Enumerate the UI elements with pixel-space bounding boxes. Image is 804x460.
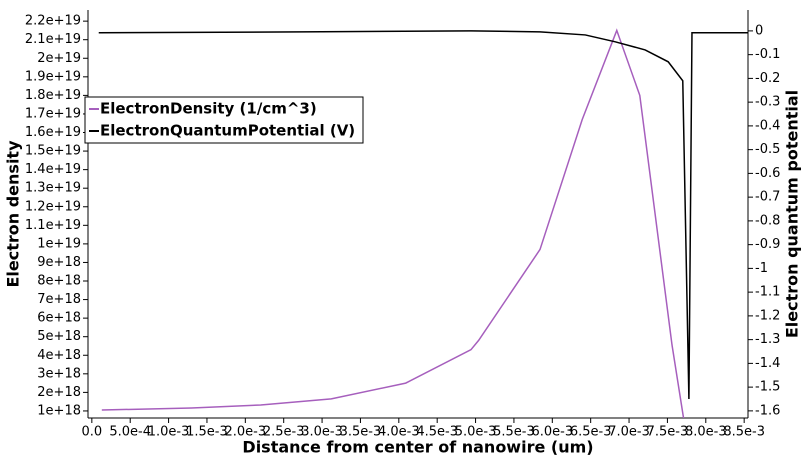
legend-label: ElectronQuantumPotential (V): [100, 122, 355, 140]
y2-tick-label: -0.3: [755, 95, 780, 110]
x-tick-label: 3.0e-3: [301, 425, 343, 440]
y2-tick-label: -1.2: [755, 308, 780, 323]
x-tick-label: 2.0e-3: [225, 425, 267, 440]
y-tick-label: 5e+18: [37, 329, 81, 344]
y-tick-label: 1e+19: [37, 236, 81, 251]
y-tick-label: 8e+18: [37, 274, 81, 289]
y-tick-label: 1.8e+19: [25, 88, 81, 103]
y2-tick-label: -1.4: [755, 356, 780, 371]
x-tick-label: 2.5e-3: [263, 425, 305, 440]
y-axis-label: Electron density: [4, 140, 23, 288]
x-tick-label: 1.0e-3: [148, 425, 190, 440]
y-tick-label: 1.2e+19: [25, 199, 81, 214]
y-tick-label: 4e+18: [37, 348, 81, 363]
y-tick-label: 1e+18: [37, 403, 81, 418]
x-tick-label: 8.5e-3: [723, 425, 765, 440]
y-tick-label: 2.2e+19: [25, 14, 81, 29]
x-tick-label: 3.5e-3: [340, 425, 382, 440]
y2-tick-label: -0.7: [755, 190, 780, 205]
plot-area: [98, 28, 748, 418]
series-line: [101, 28, 685, 418]
y-tick-label: 1.4e+19: [25, 162, 81, 177]
y2-tick-label: -0.4: [755, 118, 780, 133]
y2-tick-label: -0.6: [755, 166, 780, 181]
y-tick-label: 1.1e+19: [25, 218, 81, 233]
y-tick-label: 1.9e+19: [25, 69, 81, 84]
y2-tick-label: -0.2: [755, 71, 780, 86]
x-axis-label: Distance from center of nanowire (um): [242, 438, 593, 457]
y2-tick-label: -1.6: [755, 403, 780, 418]
x-tick-label: 4.0e-3: [378, 425, 420, 440]
y-tick-label: 1.5e+19: [25, 144, 81, 159]
x-tick-label: 8.0e-3: [685, 425, 727, 440]
y-tick-label: 2.1e+19: [25, 32, 81, 47]
y-tick-label: 1.6e+19: [25, 125, 81, 140]
y-tick-label: 2e+18: [37, 385, 81, 400]
x-tick-label: 1.5e-3: [186, 425, 228, 440]
y-tick-label: 3e+18: [37, 366, 81, 381]
y-tick-label: 9e+18: [37, 255, 81, 270]
y-tick-label: 1.3e+19: [25, 181, 81, 196]
y-tick-label: 1.7e+19: [25, 106, 81, 121]
y2-tick-label: -1.5: [755, 380, 780, 395]
x-tick-label: 5.0e-3: [455, 425, 497, 440]
x-tick-label: 5.5e-3: [493, 425, 535, 440]
y2-tick-label: -1.3: [755, 332, 780, 347]
x-tick-label: 7.0e-3: [608, 425, 650, 440]
y2-tick-label: -0.1: [755, 47, 780, 62]
y2-axis-label: Electron quantum potential: [783, 90, 802, 338]
x-tick-label: 6.0e-3: [531, 425, 573, 440]
x-tick-label: 6.5e-3: [570, 425, 612, 440]
y2-tick-label: -1: [755, 261, 768, 276]
y-tick-label: 6e+18: [37, 311, 81, 326]
y2-tick-label: -1.1: [755, 285, 780, 300]
x-tick-label: 5.0e-4: [109, 425, 151, 440]
y2-tick-label: -0.5: [755, 142, 780, 157]
legend-label: ElectronDensity (1/cm^3): [100, 100, 317, 118]
x-tick-label: 0.0: [81, 425, 102, 440]
y-tick-label: 7e+18: [37, 292, 81, 307]
legend-box: [84, 96, 364, 144]
series-line: [98, 30, 748, 400]
y2-tick-label: -0.9: [755, 237, 780, 252]
x-tick-label: 4.5e-3: [416, 425, 458, 440]
y2-tick-label: -0.8: [755, 213, 780, 228]
y-tick-label: 2e+19: [37, 51, 81, 66]
y2-tick-label: 0: [755, 23, 763, 38]
x-tick-label: 7.5e-3: [647, 425, 689, 440]
